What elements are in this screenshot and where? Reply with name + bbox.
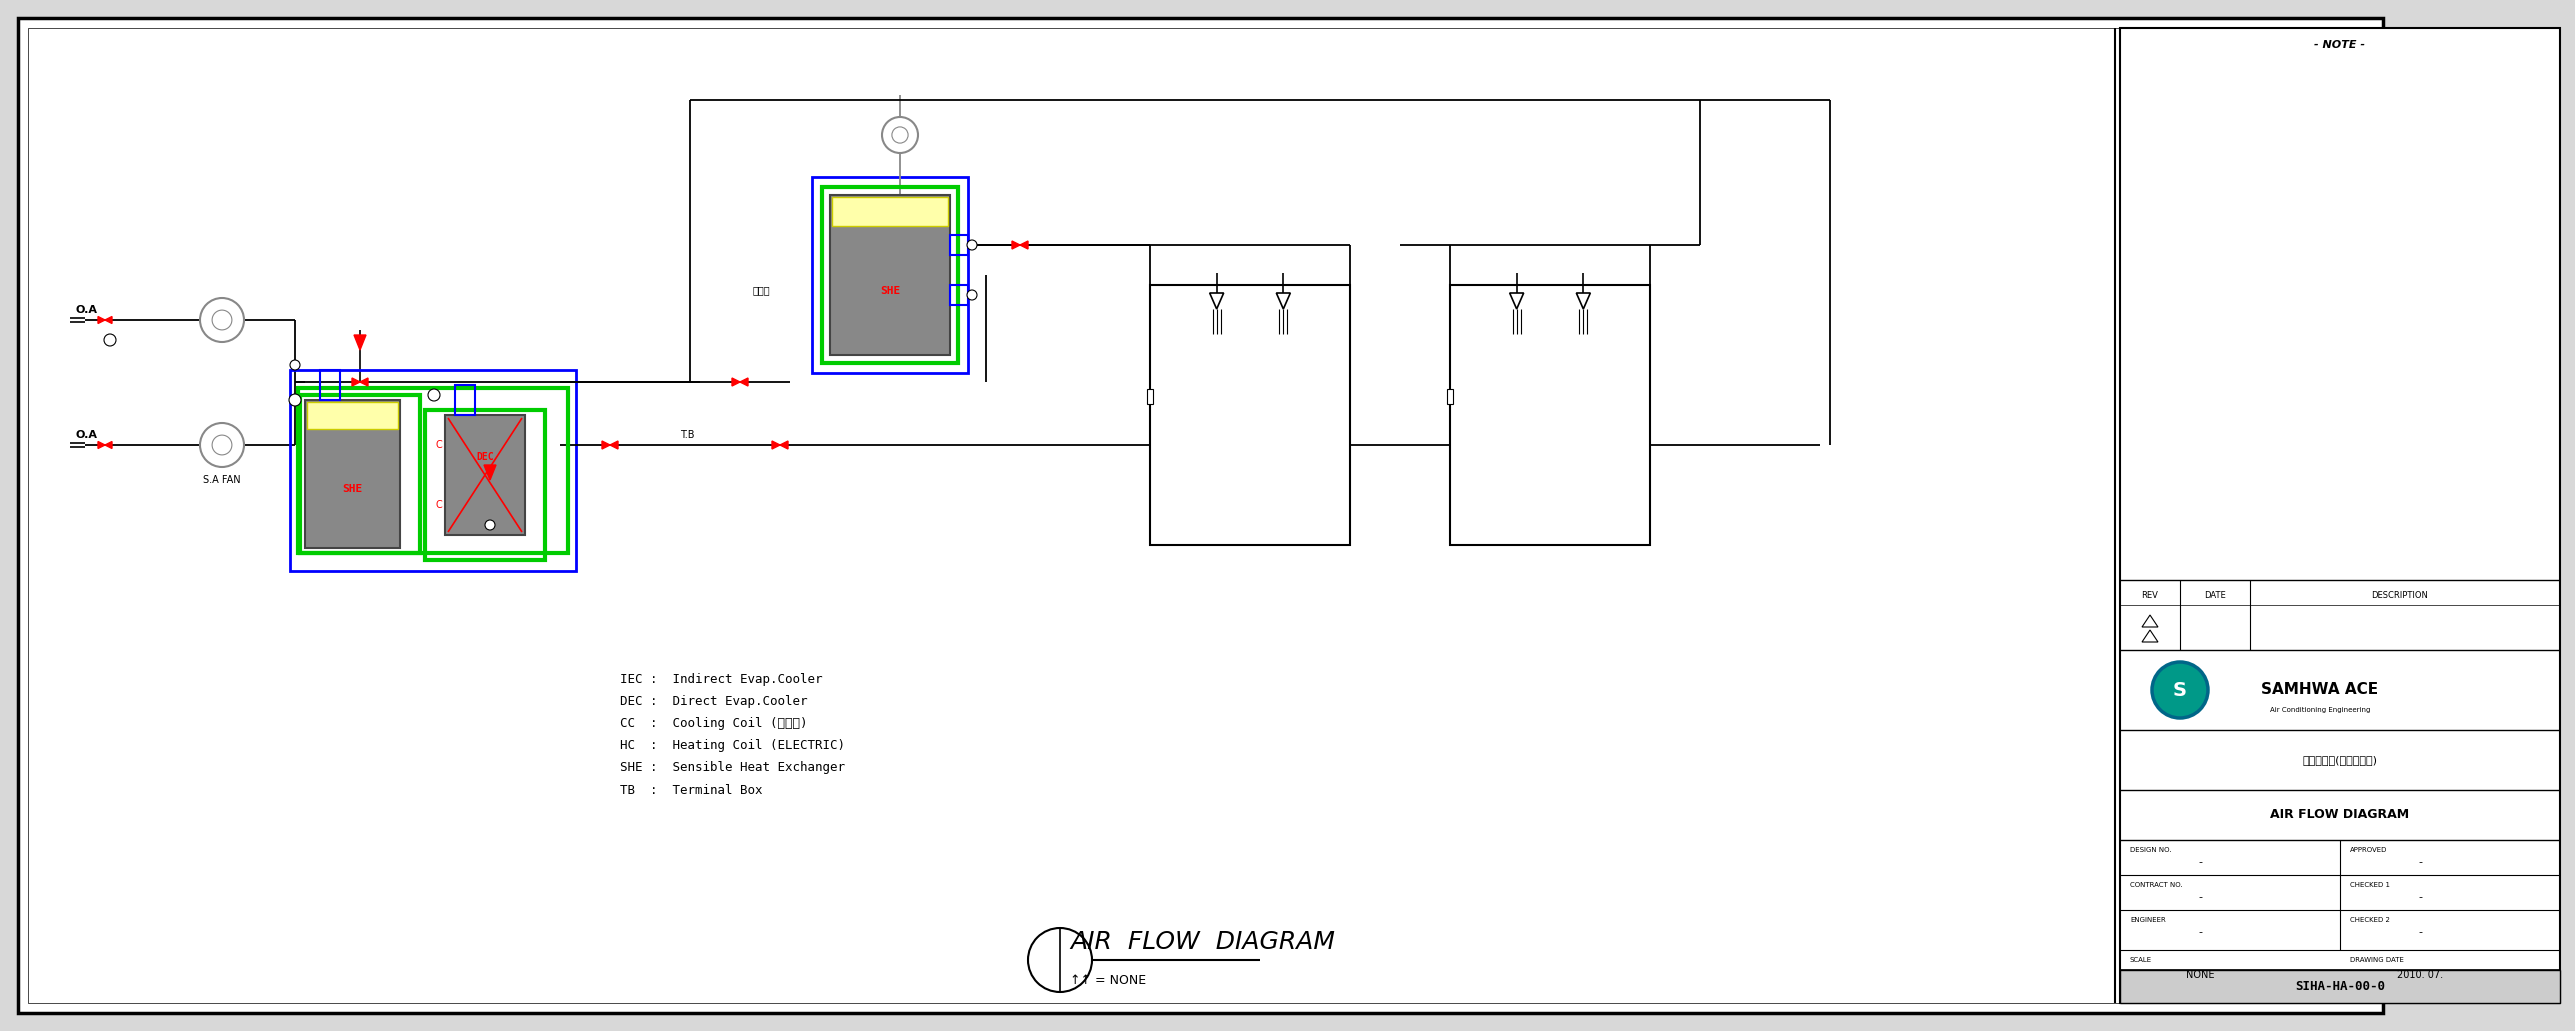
Text: 중압축: 중압축 [752,285,770,295]
Text: DATE: DATE [2204,591,2225,599]
Text: - NOTE -: - NOTE - [2315,40,2366,49]
Polygon shape [98,441,106,448]
Text: SHE :  Sensible Heat Exchanger: SHE : Sensible Heat Exchanger [621,762,845,774]
Circle shape [968,290,976,300]
Text: CHECKED 1: CHECKED 1 [2351,882,2390,888]
Polygon shape [780,441,788,448]
Bar [306,402,399,429]
Circle shape [2153,662,2207,718]
Text: NONE: NONE [2186,970,2214,980]
Circle shape [288,394,301,406]
Text: ↑↑ = NONE: ↑↑ = NONE [1071,973,1146,987]
Polygon shape [484,465,497,480]
Text: DEC: DEC [476,452,494,462]
Bar [2119,970,2560,1003]
Text: DRAWING DATE: DRAWING DATE [2351,957,2405,963]
Circle shape [1027,928,1092,992]
Bar [425,410,546,560]
Text: -: - [2199,892,2202,902]
Circle shape [883,117,919,153]
Bar [456,385,474,415]
Polygon shape [610,441,618,448]
Circle shape [201,298,245,342]
Text: SHE: SHE [342,484,363,494]
Circle shape [484,520,494,530]
Bar [1151,285,1349,545]
Polygon shape [353,378,361,386]
Polygon shape [603,441,610,448]
Polygon shape [98,317,106,324]
Bar [301,395,420,553]
Text: HC  :  Heating Coil (ELECTRIC): HC : Heating Coil (ELECTRIC) [621,739,845,753]
Polygon shape [353,335,366,350]
Text: 세종대학교(건축공학과): 세종대학교(건축공학과) [2302,755,2377,765]
Text: C: C [435,500,443,510]
Text: O.A: O.A [75,305,98,315]
Bar [299,388,569,553]
Circle shape [211,310,232,330]
Text: -: - [2418,857,2423,867]
Circle shape [968,240,976,250]
Bar [1450,285,1651,545]
Text: IEC :  Indirect Evap.Cooler: IEC : Indirect Evap.Cooler [621,673,821,687]
Bar [445,415,525,535]
Circle shape [211,435,232,455]
Polygon shape [739,378,747,386]
Text: SIHA-HA-00-0: SIHA-HA-00-0 [2294,979,2384,993]
Bar [832,197,948,226]
Text: O.A: O.A [75,430,98,440]
Circle shape [201,423,245,467]
Bar [291,370,577,571]
Bar [304,400,399,548]
Text: APPROVED: APPROVED [2351,847,2387,853]
Text: -: - [2418,892,2423,902]
Bar [2119,28,2560,1003]
Text: S.A FAN: S.A FAN [203,475,242,485]
Circle shape [891,127,909,143]
Circle shape [291,360,301,370]
Text: REV: REV [2142,591,2158,599]
Bar [950,285,968,305]
Text: DESCRIPTION: DESCRIPTION [2372,591,2428,599]
Polygon shape [1012,241,1020,250]
Text: SHE: SHE [881,286,901,296]
Text: ENGINEER: ENGINEER [2130,917,2166,923]
Bar [821,187,958,363]
Text: -: - [2199,857,2202,867]
Text: T.B: T.B [680,430,695,440]
Polygon shape [772,441,780,448]
Text: S: S [2173,680,2186,699]
Bar [319,370,340,400]
Bar [829,195,950,355]
Polygon shape [106,441,111,448]
Text: TB  :  Terminal Box: TB : Terminal Box [621,784,762,797]
Bar [1146,389,1154,404]
Text: SCALE: SCALE [2130,957,2153,963]
Text: CONTRACT NO.: CONTRACT NO. [2130,882,2184,888]
Polygon shape [1020,241,1027,250]
Text: 2010. 07.: 2010. 07. [2397,970,2444,980]
Text: C: C [435,440,443,450]
Circle shape [896,200,904,210]
Bar [1447,389,1452,404]
Text: -: - [2199,927,2202,937]
Text: DEC :  Direct Evap.Cooler: DEC : Direct Evap.Cooler [621,696,809,708]
Circle shape [103,334,116,346]
Text: SAMHWA ACE: SAMHWA ACE [2261,683,2379,698]
Polygon shape [361,378,368,386]
Text: CHECKED 2: CHECKED 2 [2351,917,2390,923]
Text: -: - [2418,927,2423,937]
Text: DESIGN NO.: DESIGN NO. [2130,847,2171,853]
Text: AIR  FLOW  DIAGRAM: AIR FLOW DIAGRAM [1071,930,1334,954]
Polygon shape [106,317,111,324]
Bar [811,177,968,373]
Bar [950,235,968,255]
Text: CC  :  Cooling Coil (직팡식): CC : Cooling Coil (직팡식) [621,718,809,731]
Circle shape [427,389,440,401]
Polygon shape [731,378,739,386]
Text: AIR FLOW DIAGRAM: AIR FLOW DIAGRAM [2271,808,2410,822]
Text: Air Conditioning Engineering: Air Conditioning Engineering [2269,707,2369,713]
